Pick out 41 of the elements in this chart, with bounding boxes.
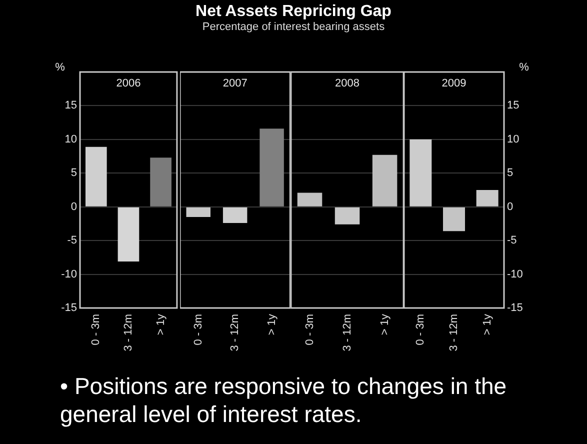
y2-tick-label: 10 (507, 133, 520, 146)
y-tick-label: -15 (61, 302, 77, 314)
x-tick-label: > 1y (266, 314, 278, 336)
text: • Positions are responsive to changes in the general level of interest rates. (60, 372, 508, 428)
y2-tick-label: -15 (507, 302, 523, 314)
y-tick-label: -5 (67, 234, 77, 247)
y-tick-label: 5 (70, 167, 77, 180)
x-axis-title: 2006 (116, 78, 141, 90)
bar (118, 207, 140, 262)
y-tick-label: 0 (70, 200, 77, 213)
y2-tick-label: -5 (507, 234, 517, 247)
y2-tick-label: 0 (507, 200, 514, 213)
bar (410, 139, 432, 206)
bar (150, 158, 172, 206)
bar (443, 207, 465, 232)
y-tick-label: -10 (61, 268, 77, 280)
text: Net Assets Repricing Gap (194, 3, 392, 21)
x-tick-label: 0 - 3m (414, 314, 427, 346)
y2-tick-label: -10 (507, 268, 523, 280)
bar (85, 146, 107, 206)
x-tick-label: > 1y (378, 314, 391, 336)
x-tick-label: > 1y (154, 314, 167, 336)
x-tick-label: 3 - 12m (122, 314, 135, 352)
y-tick-label: 15 (64, 100, 77, 112)
y2-axis-title: % (519, 62, 530, 74)
bar (476, 190, 498, 206)
x-tick-label: > 1y (481, 314, 494, 336)
x-axis-title: 2009 (442, 78, 466, 90)
text: Percentage of interest bearing assets (201, 21, 386, 33)
x-tick-label: 0 - 3m (192, 314, 204, 346)
x-axis-title: 2007 (222, 78, 248, 90)
x-tick-label: 3 - 12m (448, 314, 460, 352)
x-tick-label: 0 - 3m (304, 314, 316, 346)
y2-tick-label: 5 (507, 167, 514, 180)
y-axis-title: % (55, 62, 66, 74)
y-tick-label: 10 (64, 133, 77, 146)
x-tick-label: 0 - 3m (90, 314, 102, 346)
x-tick-label: 3 - 12m (229, 314, 242, 352)
x-tick-label: 3 - 12m (341, 314, 354, 352)
x-axis-title: 2008 (335, 78, 360, 90)
y2-tick-label: 15 (507, 100, 520, 112)
